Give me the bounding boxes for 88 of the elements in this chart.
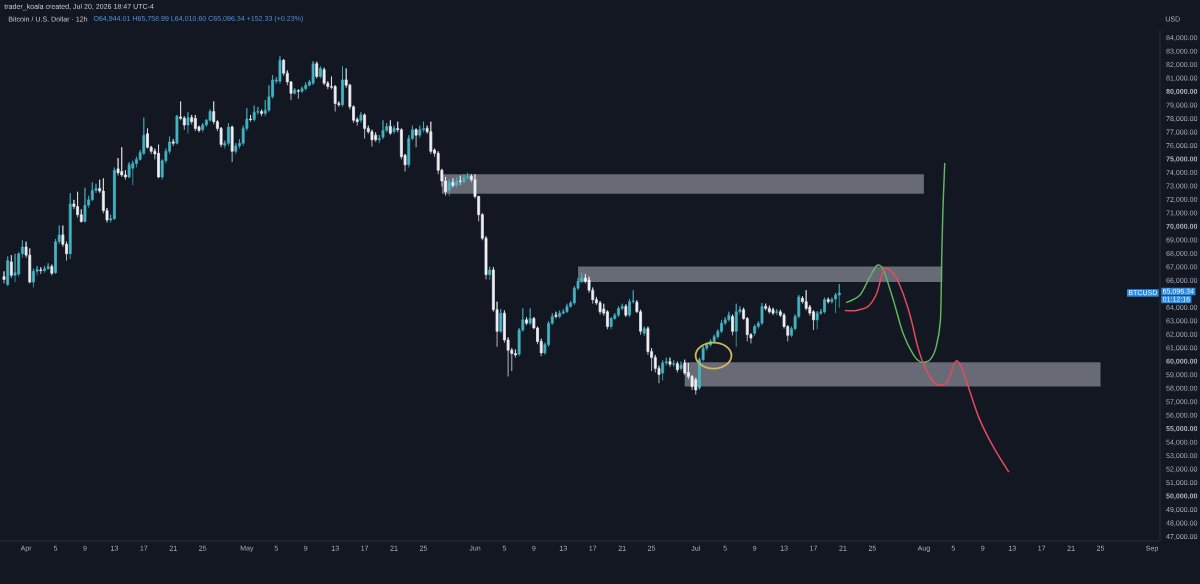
candlestick (624, 303, 628, 318)
candlestick (311, 60, 315, 86)
candlestick (661, 359, 665, 381)
candlestick (120, 146, 124, 178)
candlestick (458, 175, 462, 186)
candlestick (363, 113, 366, 139)
candlestick (734, 303, 738, 348)
candlestick (462, 173, 466, 185)
candlestick (50, 264, 54, 276)
candlestick (359, 111, 363, 124)
candlestick (193, 114, 197, 132)
candlestick (672, 359, 676, 368)
candlestick (341, 66, 344, 108)
candlestick (112, 167, 116, 221)
candlestick (186, 111, 190, 135)
candlestick (642, 326, 646, 337)
candlestick (753, 324, 757, 337)
candlestick (694, 377, 698, 396)
candlestick (208, 109, 212, 123)
candlestick (260, 109, 263, 117)
candlestick (525, 316, 528, 326)
candlestick (131, 160, 135, 186)
candlestick (68, 192, 72, 260)
line-series (844, 267, 1010, 473)
candlestick (146, 128, 149, 150)
candlestick (771, 307, 775, 316)
candlestick (767, 305, 771, 315)
candlestick (429, 121, 433, 155)
candlestick (565, 303, 569, 314)
candlestick (175, 114, 179, 145)
candlestick (760, 302, 764, 326)
candlestick (466, 172, 470, 181)
candlestick (157, 144, 160, 179)
candlestick (9, 254, 13, 279)
candlestick (388, 119, 392, 136)
candlestick (300, 86, 304, 94)
candlestick (83, 187, 87, 224)
candlestick (499, 308, 503, 334)
candlestick (764, 303, 768, 311)
candlestick (322, 67, 326, 86)
candlestick (451, 177, 455, 189)
candlestick (374, 132, 378, 143)
candlestick (6, 256, 10, 287)
candlestick (558, 310, 562, 319)
candlestick (304, 82, 308, 92)
candlestick (315, 61, 319, 79)
candlestick (554, 311, 558, 319)
candlestick (668, 357, 672, 368)
candlestick (609, 316, 613, 330)
candlestick (823, 297, 826, 315)
candlestick (447, 179, 451, 197)
candlestick (39, 266, 43, 275)
candlestick (381, 119, 385, 140)
candlestick (201, 122, 205, 133)
candlestick (815, 310, 819, 330)
candlestick (43, 265, 46, 274)
candlestick (230, 125, 234, 163)
candlestick (296, 88, 300, 100)
candlestick (488, 266, 492, 281)
candlestick (775, 308, 779, 316)
candlestick (278, 55, 282, 85)
candlestick (293, 87, 297, 96)
candlestick (13, 253, 17, 283)
candlestick (171, 138, 175, 147)
candlestick (234, 142, 238, 155)
candlestick (227, 122, 230, 147)
candlestick (370, 129, 374, 147)
candlestick (826, 297, 830, 305)
candlestick (675, 361, 679, 373)
candlestick (683, 359, 687, 376)
line-series (845, 162, 946, 364)
candlestick (252, 105, 256, 123)
candlestick (392, 125, 396, 135)
candlestick (319, 66, 322, 79)
candlestick (727, 311, 731, 323)
candlestick (731, 314, 734, 336)
candlestick (46, 262, 50, 271)
candlestick (249, 114, 252, 123)
candlestick (561, 308, 565, 315)
candlestick (414, 128, 418, 148)
candlestick (679, 361, 683, 372)
candlestick (617, 306, 620, 318)
candlestick (2, 270, 6, 284)
candlestick (32, 268, 35, 288)
candlestick (455, 176, 458, 189)
candlestick (598, 300, 602, 315)
candlestick (528, 308, 532, 326)
candlestick (418, 125, 422, 139)
